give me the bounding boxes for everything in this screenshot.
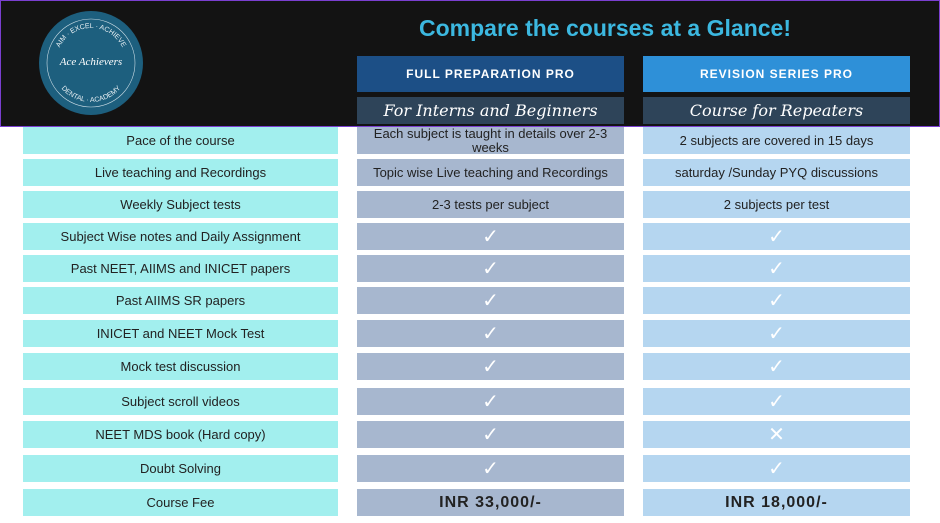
row-label: Doubt Solving — [23, 455, 338, 482]
logo: AIM · EXCEL · ACHIEVE DENTAL · ACADEMY A… — [39, 11, 143, 115]
row-label: Pace of the course — [23, 127, 338, 154]
column-title: REVISION SERIES PRO — [643, 56, 910, 92]
mark-icon: ✓ — [357, 320, 624, 347]
row-label: Weekly Subject tests — [23, 191, 338, 218]
mark-icon: ✓ — [643, 255, 910, 282]
cell-text: saturday /Sunday PYQ discussions — [643, 159, 910, 186]
row-label: Course Fee — [23, 489, 338, 516]
title: Compare the courses at a Glance! — [419, 14, 791, 41]
row-label: Subject Wise notes and Daily Assignment — [23, 223, 338, 250]
mark-icon: ✓ — [357, 421, 624, 448]
column-title: FULL PREPARATION PRO — [357, 56, 624, 92]
column-subtitle: Course for Repeaters — [643, 97, 910, 124]
row-label: Past AIIMS SR papers — [23, 287, 338, 314]
mark-icon: ✓ — [643, 353, 910, 380]
mark-icon: ✓ — [357, 223, 624, 250]
row-label: Subject scroll videos — [23, 388, 338, 415]
mark-icon: ✓ — [643, 455, 910, 482]
row-label: NEET MDS book (Hard copy) — [23, 421, 338, 448]
mark-icon: ✓ — [357, 388, 624, 415]
mark-icon: ✓ — [357, 287, 624, 314]
mark-icon: ✓ — [357, 455, 624, 482]
cell-text: Each subject is taught in details over 2… — [357, 126, 624, 154]
mark-icon: ✓ — [643, 287, 910, 314]
column-subtitle: For Interns and Beginners — [357, 97, 624, 124]
cell-text: 2 subjects per test — [643, 191, 910, 218]
mark-icon: ✓ — [643, 223, 910, 250]
row-label: Mock test discussion — [23, 353, 338, 380]
cell-text: INR 33,000/- — [357, 489, 624, 516]
mark-icon: ✓ — [643, 388, 910, 415]
logo-name: Ace Achievers — [59, 56, 122, 68]
mark-icon: ✓ — [643, 320, 910, 347]
mark-icon: ✕ — [643, 421, 910, 448]
row-label: INICET and NEET Mock Test — [23, 320, 338, 347]
mark-icon: ✓ — [357, 255, 624, 282]
cell-text: INR 18,000/- — [643, 489, 910, 516]
cell-text: 2 subjects are covered in 15 days — [643, 127, 910, 154]
row-label: Past NEET, AIIMS and INICET papers — [23, 255, 338, 282]
cell-text: 2-3 tests per subject — [357, 191, 624, 218]
cell-text: Topic wise Live teaching and Recordings — [357, 159, 624, 186]
mark-icon: ✓ — [357, 353, 624, 380]
row-label: Live teaching and Recordings — [23, 159, 338, 186]
